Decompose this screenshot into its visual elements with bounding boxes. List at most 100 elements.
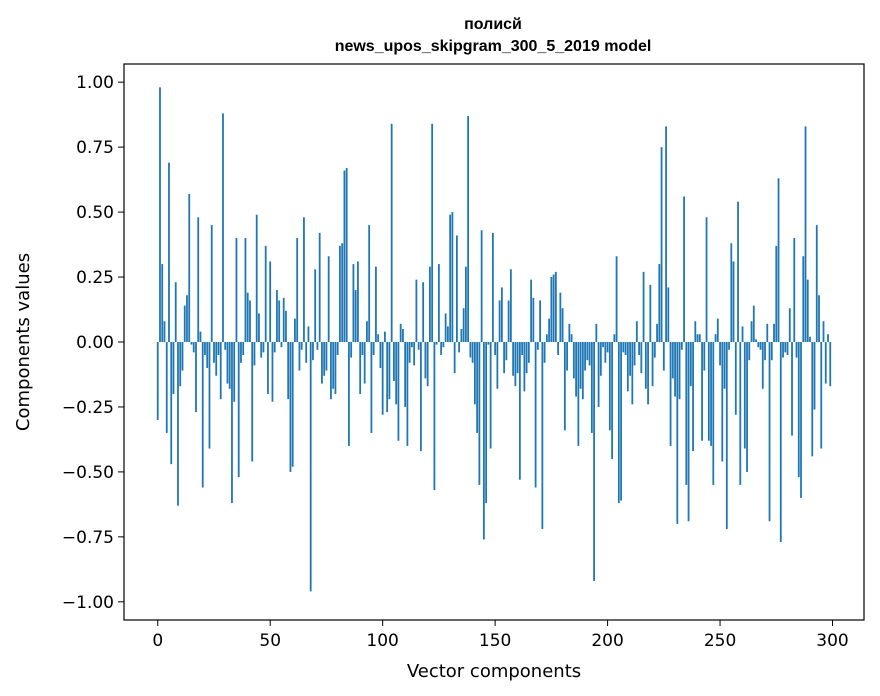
y-tick-label-7: 0.75 [76, 138, 114, 158]
bar-74 [323, 342, 326, 376]
bar-63 [298, 342, 301, 371]
y-axis-ticks: −1.00 −0.75 −0.50 −0.25 0.00 0.25 0.50 0.75 1.00 [62, 73, 124, 613]
bar-107 [397, 342, 400, 441]
bar-21 [204, 342, 206, 355]
bar-219 [649, 284, 652, 342]
bar-277 [779, 342, 782, 543]
bar-189 [581, 342, 584, 400]
bar-210 [629, 342, 631, 376]
bar-191 [586, 342, 589, 361]
bar-173 [545, 334, 548, 342]
bar-19 [199, 331, 202, 342]
bar-136 [462, 308, 465, 342]
bar-45 [258, 313, 260, 342]
bar-103 [388, 342, 391, 400]
bar-275 [775, 245, 778, 342]
bar-168 [534, 342, 537, 488]
bar-28 [219, 342, 222, 400]
bar-157 [509, 269, 512, 342]
y-tick-label-8: 1.00 [76, 73, 114, 93]
bar-67 [307, 326, 310, 342]
bar-16 [192, 342, 195, 353]
bar-258 [737, 201, 739, 342]
bar-283 [793, 238, 796, 342]
bar-255 [730, 243, 733, 342]
x-tick-label-2: 100 [366, 631, 398, 651]
bar-72 [318, 232, 321, 342]
bar-60 [291, 342, 294, 467]
bar-254 [728, 342, 730, 350]
bar-152 [498, 300, 501, 342]
bar-222 [656, 323, 658, 342]
bar-225 [662, 342, 665, 371]
x-axis-ticks: 0 50 100 150 200 250 300 [152, 620, 849, 651]
bar-230 [674, 342, 676, 397]
bar-204 [615, 256, 618, 342]
bar-40 [246, 292, 249, 342]
bar-17 [195, 342, 197, 413]
bar-217 [644, 342, 647, 389]
bar-209 [626, 342, 629, 392]
bar-262 [746, 342, 748, 472]
bar-160 [516, 342, 519, 374]
bar-105 [393, 342, 395, 381]
bar-245 [707, 342, 710, 441]
bar-104 [390, 123, 393, 342]
bar-59 [289, 342, 292, 472]
bar-5 [168, 162, 170, 342]
bar-201 [608, 342, 611, 431]
bar-8 [174, 282, 177, 342]
bar-6 [170, 342, 173, 465]
bar-195 [595, 323, 598, 342]
bar-81 [339, 245, 341, 342]
bar-34 [233, 342, 236, 402]
bar-241 [698, 334, 701, 342]
bar-270 [764, 342, 766, 361]
bar-242 [701, 342, 703, 441]
bar-84 [345, 167, 348, 342]
bar-207 [622, 342, 625, 353]
bar-269 [761, 342, 764, 389]
bar-180 [561, 308, 564, 342]
bar-185 [572, 342, 575, 379]
bar-295 [820, 342, 823, 449]
bar-78 [332, 342, 335, 389]
bar-134 [458, 342, 461, 353]
plot-frame [123, 63, 865, 621]
bar-246 [710, 342, 712, 446]
bar-220 [651, 342, 654, 387]
bar-243 [703, 342, 706, 371]
bar-161 [518, 342, 521, 480]
x-tick-label-5: 250 [704, 631, 736, 651]
bar-193 [590, 342, 593, 433]
bar-176 [552, 274, 555, 342]
bar-114 [413, 342, 416, 366]
bar-234 [683, 196, 685, 342]
bar-32 [228, 342, 231, 389]
bar-120 [426, 342, 429, 387]
bar-14 [188, 193, 191, 342]
bar-109 [402, 329, 404, 342]
bar-130 [449, 214, 452, 342]
bar-27 [217, 342, 220, 355]
bar-9 [177, 342, 179, 506]
bars-group [156, 87, 832, 592]
bar-233 [680, 342, 683, 350]
bar-53 [276, 290, 278, 342]
bar-82 [341, 243, 344, 342]
y-tick-label-1: −0.75 [62, 528, 114, 548]
bar-278 [782, 342, 784, 358]
bar-145 [482, 342, 485, 540]
bar-92 [363, 342, 366, 384]
bar-285 [797, 342, 800, 478]
bar-229 [671, 342, 674, 379]
bar-155 [505, 342, 508, 361]
bar-170 [539, 300, 542, 342]
bar-7 [172, 342, 175, 394]
bar-124 [435, 342, 438, 345]
bar-26 [215, 342, 218, 376]
bar-33 [231, 342, 233, 504]
y-tick-label-5: 0.25 [76, 268, 114, 288]
bar-175 [550, 277, 553, 342]
bar-153 [500, 287, 503, 342]
